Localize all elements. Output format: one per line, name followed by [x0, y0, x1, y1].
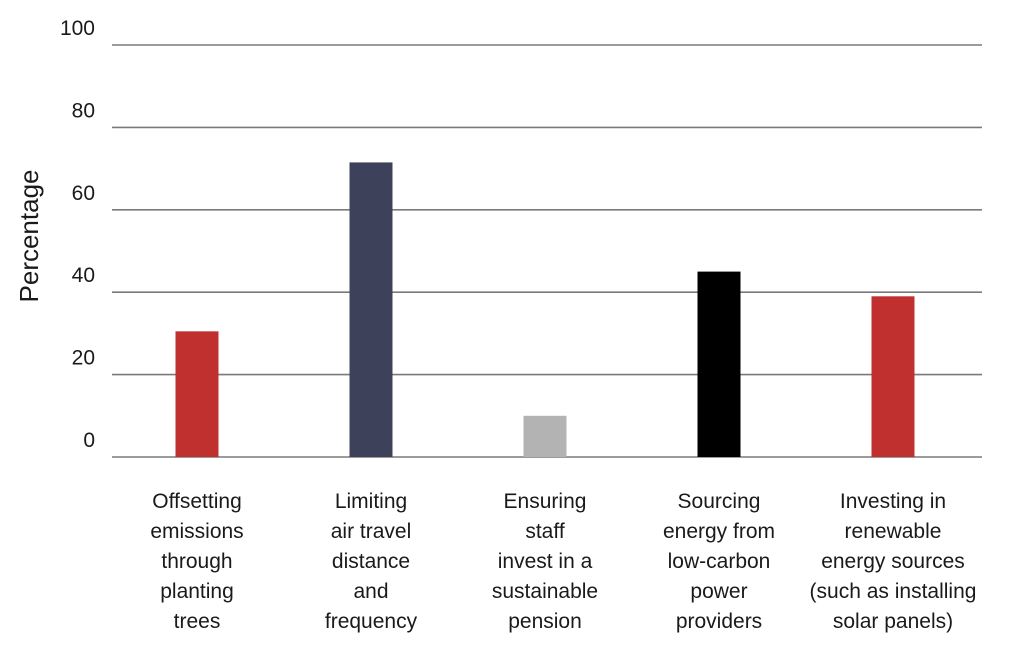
category-label-line: solar panels) — [833, 610, 953, 633]
category-label-line: Offsetting — [152, 490, 242, 513]
category-label-line: providers — [676, 610, 762, 633]
y-tick-label: 100 — [60, 17, 95, 40]
category-label-line: trees — [174, 610, 221, 633]
bar-4 — [697, 271, 741, 457]
category-label-line: Investing in — [840, 490, 946, 513]
gridlines — [112, 44, 982, 458]
category-label-line: planting — [160, 580, 234, 603]
category-label-3: Ensuring staff invest in a sustainable pensi… — [492, 490, 598, 633]
y-tick-label: 20 — [72, 347, 95, 370]
bar-1 — [175, 331, 219, 457]
category-label-line: Sourcing — [678, 490, 761, 513]
category-label-2: Limiting air travel distance and frequency — [325, 490, 418, 633]
y-tick-label: 60 — [72, 182, 95, 205]
category-label-line: emissions — [150, 520, 243, 543]
bar-3 — [523, 415, 567, 457]
category-label-line: and — [353, 580, 388, 603]
y-tick-label: 80 — [72, 99, 95, 122]
category-label-5: Investing in renewable energy sources (such… — [810, 490, 977, 633]
category-label-line: Limiting — [335, 490, 407, 513]
bar-5 — [871, 296, 915, 457]
y-axis-ticks: 0 20 40 60 80 100 — [60, 17, 95, 452]
category-label-line: staff — [525, 520, 564, 543]
bar-2 — [349, 162, 393, 458]
category-label-line: pension — [508, 610, 582, 633]
category-label-line: low-carbon — [668, 550, 771, 573]
category-label-line: air travel — [331, 520, 412, 543]
y-tick-label: 40 — [72, 264, 95, 287]
y-axis-label: Percentage — [14, 170, 44, 303]
category-label-line: sustainable — [492, 580, 598, 603]
category-label-line: through — [161, 550, 232, 573]
category-label-line: (such as installing — [810, 580, 977, 603]
category-label-line: frequency — [325, 610, 418, 633]
category-label-line: renewable — [845, 520, 942, 543]
category-label-line: energy sources — [821, 550, 965, 573]
x-axis-category-labels: Offsetting emissions through planting trees L… — [150, 490, 976, 633]
bars — [175, 162, 915, 458]
category-label-1: Offsetting emissions through planting trees — [150, 490, 243, 633]
category-label-line: energy from — [663, 520, 775, 543]
category-label-4: Sourcing energy from low-carbon power provid… — [663, 490, 775, 633]
category-label-line: distance — [332, 550, 410, 573]
y-tick-label: 0 — [83, 429, 95, 452]
category-label-line: Ensuring — [504, 490, 587, 513]
category-label-line: invest in a — [498, 550, 593, 573]
category-label-line: power — [690, 580, 747, 603]
